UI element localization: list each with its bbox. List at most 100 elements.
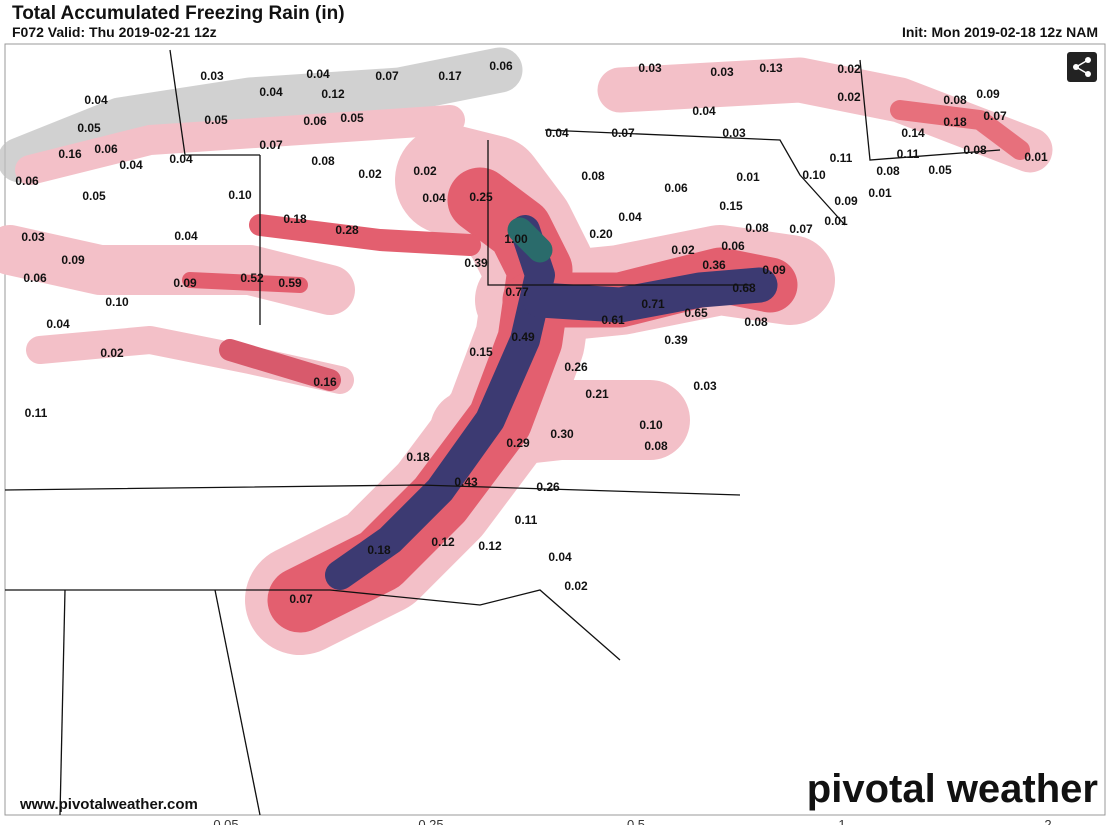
value-label: 0.16 — [58, 147, 82, 161]
value-label: 0.12 — [321, 87, 345, 101]
share-button[interactable] — [1067, 52, 1097, 82]
value-label: 0.06 — [303, 114, 327, 128]
value-label: 0.04 — [422, 191, 446, 205]
value-label: 0.71 — [641, 297, 665, 311]
value-label: 0.02 — [358, 167, 382, 181]
value-label: 0.06 — [94, 142, 118, 156]
value-label: 0.36 — [702, 258, 726, 272]
value-label: 0.15 — [469, 345, 493, 359]
value-label: 0.18 — [406, 450, 430, 464]
value-label: 0.08 — [876, 164, 900, 178]
value-labels: 0.03 0.04 0.07 0.17 0.06 0.03 0.03 0.13 0.02 0.04… — [15, 59, 1048, 606]
value-label: 0.11 — [25, 406, 48, 420]
value-label: 0.04 — [174, 229, 198, 243]
value-label: 0.39 — [664, 333, 688, 347]
value-label: 0.28 — [335, 223, 359, 237]
value-label: 0.03 — [638, 61, 662, 75]
value-label: 0.68 — [732, 281, 756, 295]
value-label: 1.00 — [504, 232, 528, 246]
value-label: 0.06 — [664, 181, 688, 195]
colorbar-tick-label: 2 — [1044, 817, 1051, 825]
value-label: 0.09 — [834, 194, 858, 208]
value-label: 0.06 — [721, 239, 745, 253]
value-label: 0.07 — [259, 138, 283, 152]
value-label: 0.61 — [601, 313, 625, 327]
value-label: 0.18 — [943, 115, 967, 129]
value-label: 0.04 — [692, 104, 716, 118]
brand-watermark: pivotal weather — [807, 767, 1098, 811]
value-label: 0.03 — [21, 230, 45, 244]
value-label: 0.39 — [464, 256, 488, 270]
value-label: 0.03 — [200, 69, 224, 83]
value-label: 0.07 — [375, 69, 399, 83]
value-label: 0.09 — [173, 276, 197, 290]
value-label: 0.29 — [506, 436, 530, 450]
value-label: 0.10 — [105, 295, 129, 309]
value-label: 0.05 — [340, 111, 364, 125]
value-label: 0.04 — [306, 67, 330, 81]
value-label: 0.12 — [478, 539, 502, 553]
value-label: 0.26 — [564, 360, 588, 374]
value-label: 0.13 — [759, 61, 783, 75]
value-label: 0.04 — [545, 126, 569, 140]
value-label: 0.02 — [837, 62, 861, 76]
value-label: 0.09 — [976, 87, 1000, 101]
value-label: 0.25 — [469, 190, 493, 204]
colorbar: 0.05 0.25 0.5 1 2 — [213, 817, 1051, 825]
value-label: 0.09 — [61, 253, 85, 267]
value-label: 0.15 — [719, 199, 743, 213]
value-label: 0.18 — [283, 212, 307, 226]
value-label: 0.08 — [963, 143, 987, 157]
value-label: 0.12 — [431, 535, 455, 549]
value-label: 0.11 — [515, 513, 538, 527]
value-label: 0.10 — [639, 418, 663, 432]
value-label: 0.05 — [77, 121, 101, 135]
value-label: 0.04 — [119, 158, 143, 172]
value-label: 0.05 — [82, 189, 106, 203]
value-label: 0.30 — [550, 427, 574, 441]
value-label: 0.04 — [46, 317, 70, 331]
value-label: 0.07 — [789, 222, 813, 236]
value-label: 0.08 — [581, 169, 605, 183]
value-label: 0.04 — [169, 152, 193, 166]
value-label: 0.07 — [983, 109, 1007, 123]
value-label: 0.14 — [901, 126, 925, 140]
value-label: 0.18 — [367, 543, 391, 557]
value-label: 0.52 — [240, 271, 264, 285]
value-label: 0.11 — [830, 151, 853, 165]
title: Total Accumulated Freezing Rain (in) — [12, 3, 345, 24]
value-label: 0.04 — [259, 85, 283, 99]
value-label: 0.02 — [837, 90, 861, 104]
value-label: 0.26 — [536, 480, 560, 494]
value-label: 0.65 — [684, 306, 708, 320]
value-label: 0.02 — [671, 243, 695, 257]
value-label: 0.10 — [802, 168, 826, 182]
colorbar-tick-label: 0.5 — [627, 817, 645, 825]
value-label: 0.04 — [84, 93, 108, 107]
colorbar-tick-label: 1 — [838, 817, 845, 825]
value-label: 0.05 — [204, 113, 228, 127]
value-label: 0.59 — [278, 276, 302, 290]
value-label: 0.43 — [454, 475, 478, 489]
value-label: 0.10 — [228, 188, 252, 202]
value-label: 0.09 — [762, 263, 786, 277]
value-label: 0.01 — [824, 214, 848, 228]
value-label: 0.01 — [736, 170, 760, 184]
state-borders — [4, 49, 1001, 816]
value-label: 0.07 — [289, 592, 313, 606]
value-label: 0.02 — [564, 579, 588, 593]
value-label: 0.06 — [23, 271, 47, 285]
value-label: 0.01 — [868, 186, 892, 200]
value-label: 0.03 — [710, 65, 734, 79]
value-label: 0.08 — [745, 221, 769, 235]
value-label: 0.05 — [928, 163, 952, 177]
value-label: 0.04 — [548, 550, 572, 564]
value-label: 0.06 — [489, 59, 513, 73]
value-label: 0.06 — [15, 174, 39, 188]
value-label: 0.01 — [1024, 150, 1048, 164]
value-label: 0.08 — [943, 93, 967, 107]
value-label: 0.20 — [589, 227, 613, 241]
value-label: 0.03 — [693, 379, 717, 393]
